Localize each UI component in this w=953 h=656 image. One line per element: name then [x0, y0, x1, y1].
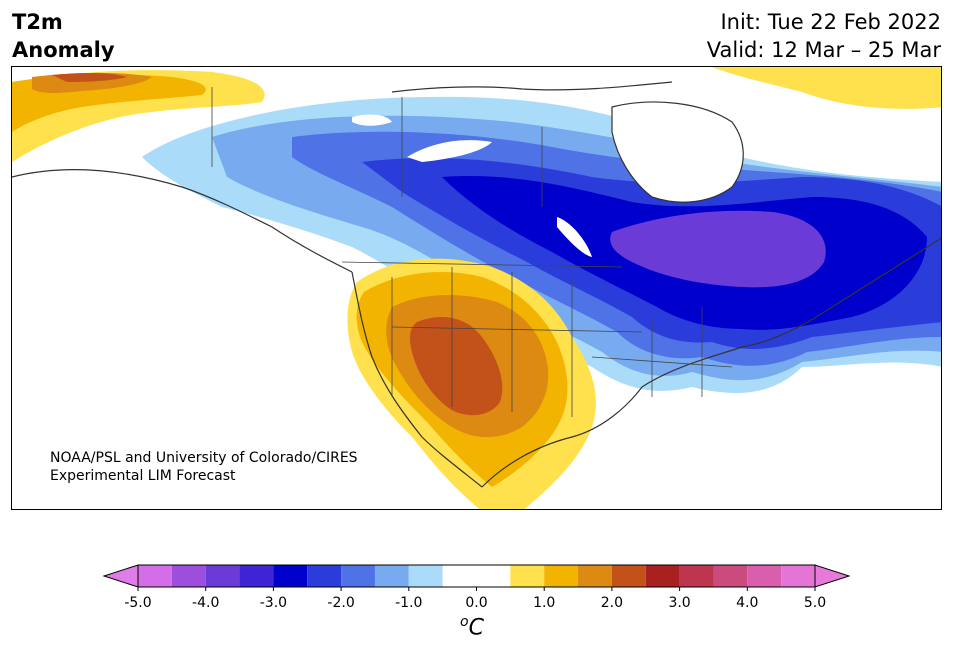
colorbar-over-arrow [814, 564, 851, 588]
colorbar-segment [510, 565, 545, 587]
title-line-1: T2m [12, 10, 63, 34]
warm-band-greenland [712, 67, 941, 109]
map-canvas [12, 67, 941, 509]
colorbar-unit: oC [460, 614, 484, 640]
colorbar-segment [307, 565, 342, 587]
colorbar-segment [781, 565, 815, 587]
credit-line-1: NOAA/PSL and University of Colorado/CIRE… [50, 450, 358, 466]
colorbar-segment [341, 565, 375, 587]
colorbar-tick-label: -1.0 [395, 595, 422, 611]
colorbar-segment [747, 565, 782, 587]
unit-main: C [468, 615, 484, 641]
colorbar-ticks: -5.0 -4.0 -3.0 -2.0 -1.0 0.0 1.0 2.0 3.0 4.0 5.0 [124, 587, 826, 611]
colorbar-segment [544, 565, 579, 587]
coastlines [12, 81, 941, 488]
colorbar-tick-label: 4.0 [736, 595, 758, 611]
colorbar-segment [645, 565, 680, 587]
colorbar-segment [239, 565, 274, 587]
valid-date: Valid: 12 Mar – 25 Mar [706, 38, 941, 62]
anomaly-map: NOAA/PSL and University of Colorado/CIRE… [11, 66, 942, 510]
colorbar-segment [679, 565, 714, 587]
lake-shape-2 [557, 217, 592, 257]
colorbar-segment [171, 565, 206, 587]
colorbar-segment [374, 565, 409, 587]
lake-shape-3 [352, 114, 392, 126]
colorbar-segment [273, 565, 308, 587]
colorbar-tick-label: 3.0 [668, 595, 690, 611]
colorbar-tick-label: 5.0 [804, 595, 826, 611]
colorbar-segments [102, 564, 851, 588]
title-line-2: Anomaly [12, 38, 115, 62]
colorbar-segment [138, 565, 172, 587]
warm-band-4-alaska [52, 72, 127, 82]
colorbar-tick-label: 0.0 [465, 595, 487, 611]
colorbar-tick-label: -5.0 [124, 595, 151, 611]
unit-superscript: o [460, 614, 469, 630]
colorbar-segment [442, 565, 511, 587]
forecast-dates: Init: Tue 22 Feb 2022 Valid: 12 Mar – 25… [707, 8, 941, 64]
init-date: Init: Tue 22 Feb 2022 [720, 10, 941, 34]
map-title: T2m Anomaly [12, 8, 115, 64]
lake-shape-1 [407, 140, 492, 162]
credit-text: NOAA/PSL and University of Colorado/CIRE… [50, 449, 358, 485]
colorbar-segment [408, 565, 443, 587]
colorbar-tick-label: -3.0 [260, 595, 287, 611]
colorbar-segment [611, 565, 646, 587]
cold-band-6 [610, 210, 826, 288]
colorbar-tick-label: -4.0 [192, 595, 219, 611]
hudson-bay [612, 102, 744, 203]
state-borders [211, 87, 733, 417]
credit-line-2: Experimental LIM Forecast [50, 468, 236, 484]
colorbar-segment [578, 565, 612, 587]
colorbar-outline [137, 564, 816, 588]
colorbar-tick-label: 1.0 [533, 595, 555, 611]
colorbar-tick-label: 2.0 [601, 595, 623, 611]
warm-band-4-sw [409, 317, 503, 416]
colorbar-under-arrow [102, 564, 139, 588]
colorbar-segment [713, 565, 748, 587]
colorbar-segment [205, 565, 240, 587]
colorbar-tick-label: -2.0 [327, 595, 354, 611]
